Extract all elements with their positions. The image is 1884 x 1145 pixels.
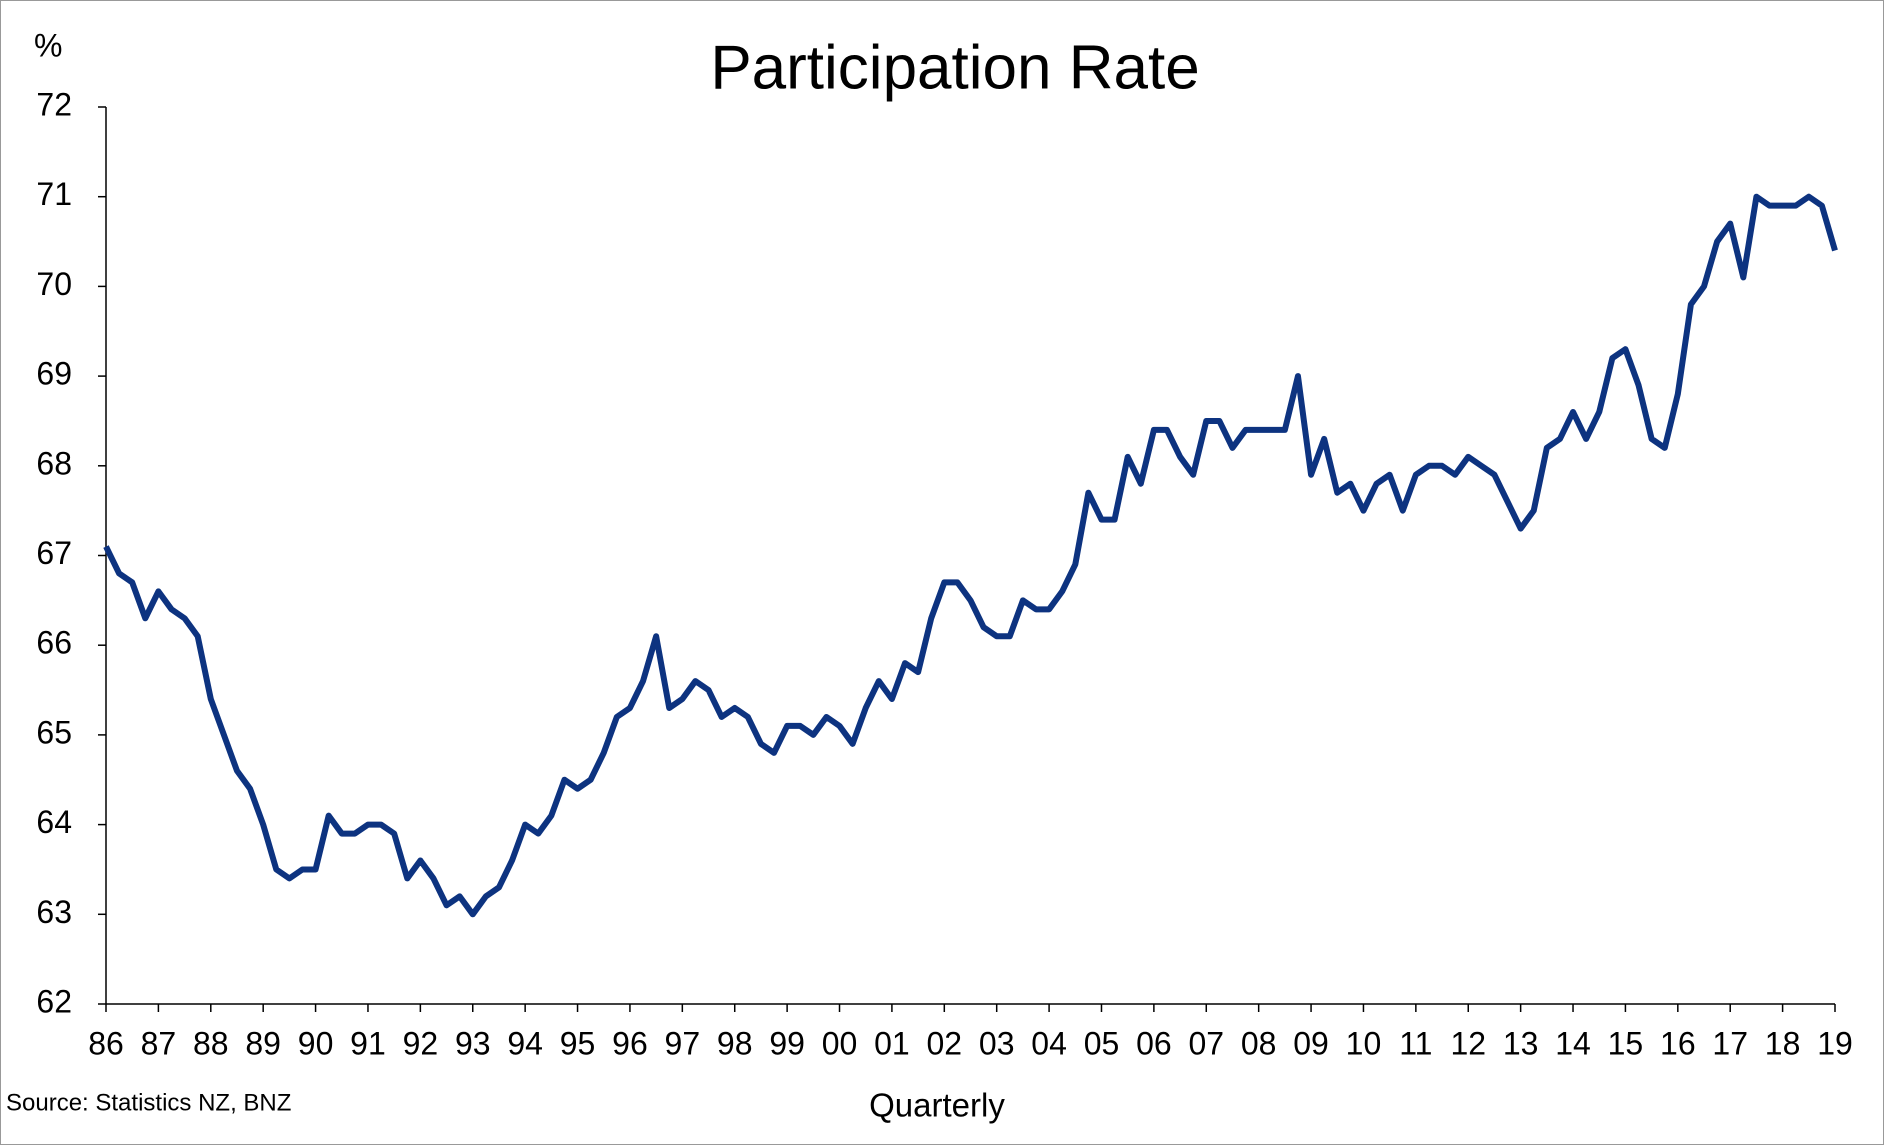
x-tick-label: 89 [245, 1025, 281, 1061]
x-tick-label: 86 [88, 1025, 124, 1061]
x-tick-label: 92 [403, 1025, 439, 1061]
y-tick-label: 63 [36, 894, 72, 930]
x-tick-label: 98 [717, 1025, 753, 1061]
x-tick-label: 91 [350, 1025, 386, 1061]
x-tick-label: 04 [1031, 1025, 1067, 1061]
x-tick-label: 00 [822, 1025, 858, 1061]
x-tick-label: 12 [1450, 1025, 1486, 1061]
x-tick-label: 16 [1660, 1025, 1696, 1061]
source-note: Source: Statistics NZ, BNZ [6, 1089, 291, 1116]
y-tick-label: 70 [36, 266, 72, 302]
x-tick-label: 06 [1136, 1025, 1172, 1061]
y-tick-label: 69 [36, 356, 72, 392]
chart-title: Participation Rate [710, 33, 1199, 102]
data-line [103, 193, 1838, 918]
y-tick-label: 67 [36, 535, 72, 571]
y-axis-label: % [34, 27, 62, 63]
x-tick-label: 17 [1712, 1025, 1748, 1061]
x-tick-label: 01 [874, 1025, 910, 1061]
x-tick-label: 03 [979, 1025, 1015, 1061]
x-tick-label: 11 [1399, 1025, 1432, 1061]
x-tick-label: 93 [455, 1025, 491, 1061]
x-axis-label: Quarterly [869, 1087, 1005, 1124]
y-tick-label: 66 [36, 625, 72, 661]
x-tick-label: 88 [193, 1025, 229, 1061]
x-tick-label: 13 [1503, 1025, 1539, 1061]
x-tick-label: 94 [507, 1025, 543, 1061]
y-tick-label: 62 [36, 983, 72, 1019]
x-tick-label: 08 [1241, 1025, 1277, 1061]
y-tick-label: 64 [36, 804, 72, 840]
x-tick-label: 15 [1608, 1025, 1644, 1061]
y-tick-label: 71 [36, 176, 72, 212]
x-tick-label: 99 [769, 1025, 805, 1061]
y-tick-label: 72 [36, 86, 72, 122]
y-tick-label: 68 [36, 445, 72, 481]
x-tick-label: 95 [560, 1025, 596, 1061]
x-tick-label: 14 [1555, 1025, 1591, 1061]
x-tick-label: 19 [1817, 1025, 1853, 1061]
x-tick-label: 10 [1346, 1025, 1382, 1061]
x-tick-label: 07 [1188, 1025, 1224, 1061]
x-tick-label: 96 [612, 1025, 648, 1061]
x-tick-label: 18 [1765, 1025, 1801, 1061]
x-tick-label: 09 [1293, 1025, 1329, 1061]
x-tick-label: 05 [1084, 1025, 1120, 1061]
x-tick-label: 87 [141, 1025, 177, 1061]
x-tick-label: 02 [927, 1025, 963, 1061]
x-tick-label: 97 [665, 1025, 701, 1061]
y-tick-label: 65 [36, 714, 72, 750]
x-tick-label: 90 [298, 1025, 334, 1061]
